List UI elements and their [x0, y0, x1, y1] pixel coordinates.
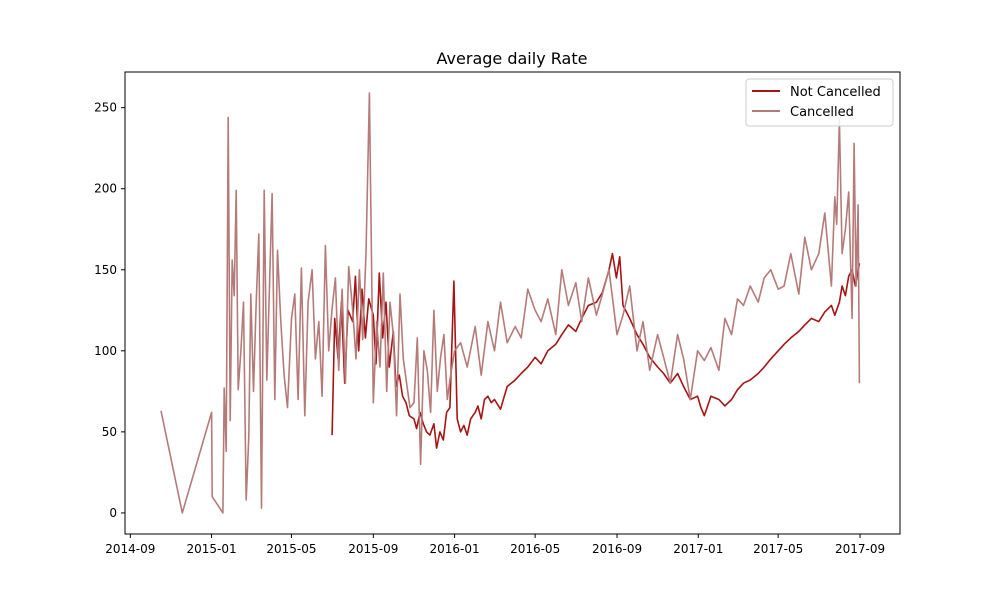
y-tick-label: 250 — [94, 101, 117, 115]
x-tick-label: 2017-05 — [753, 542, 803, 556]
y-tick-label: 150 — [94, 263, 117, 277]
x-axis: 2014-09 2015-01 2015-05 2015-09 2016-01 2016-… — [105, 534, 885, 556]
x-tick-label: 2016-09 — [592, 542, 642, 556]
legend: Not Cancelled Cancelled — [745, 78, 894, 127]
plot-frame — [124, 71, 901, 535]
x-tick-label: 2015-05 — [266, 542, 316, 556]
x-tick-label: 2016-01 — [430, 542, 480, 556]
y-tick-label: 0 — [109, 506, 117, 520]
y-tick-label: 100 — [94, 344, 117, 358]
legend-label-not-cancelled: Not Cancelled — [790, 85, 881, 100]
y-tick-label: 200 — [94, 182, 117, 196]
y-axis: 0 50 100 150 200 250 — [94, 101, 125, 520]
series-layer — [160, 92, 861, 514]
y-tick-label: 50 — [102, 425, 117, 439]
x-tick-label: 2017-09 — [835, 542, 885, 556]
x-tick-label: 2016-05 — [510, 542, 560, 556]
series-line-cancelled — [160, 92, 861, 514]
legend-label-cancelled: Cancelled — [790, 105, 854, 120]
x-tick-label: 2015-01 — [186, 542, 236, 556]
chart-title: Average daily Rate — [437, 49, 588, 68]
legend-box — [745, 78, 894, 127]
x-tick-label: 2017-01 — [673, 542, 723, 556]
x-tick-label: 2015-09 — [348, 542, 398, 556]
x-tick-label: 2014-09 — [105, 542, 155, 556]
